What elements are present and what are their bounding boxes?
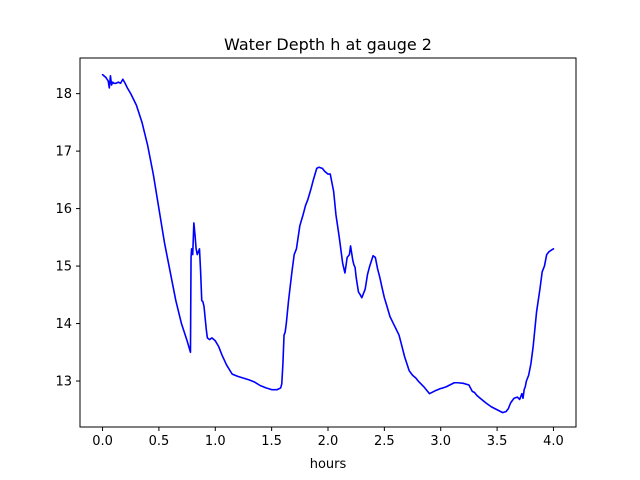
x-tick-label: 2.0 [318,434,339,449]
series-line-0 [101,73,555,414]
y-tick-label: 17 [55,145,72,160]
x-tick-label: 0.0 [92,434,113,449]
x-axis-label: hours [310,457,347,472]
y-tick-label: 13 [55,375,72,390]
y-tick-label: 14 [55,317,72,332]
y-tick-label: 15 [55,260,72,275]
y-axis: 13 14 15 16 17 18 [55,87,80,390]
x-tick-label: 3.5 [487,434,508,449]
x-tick-label: 1.5 [261,434,282,449]
y-tick-label: 16 [55,202,72,217]
x-axis: 0.0 0.5 1.0 1.5 2.0 2.5 3.0 3.5 4.0 [92,427,564,449]
chart-title: Water Depth h at gauge 2 [224,35,432,54]
x-tick-label: 3.0 [430,434,451,449]
series-layer [101,73,555,414]
y-tick-label: 18 [55,87,72,102]
x-tick-label: 0.5 [149,434,170,449]
x-tick-label: 2.5 [374,434,395,449]
x-tick-label: 1.0 [205,434,226,449]
plot-frame [79,57,577,428]
x-tick-label: 4.0 [543,434,564,449]
